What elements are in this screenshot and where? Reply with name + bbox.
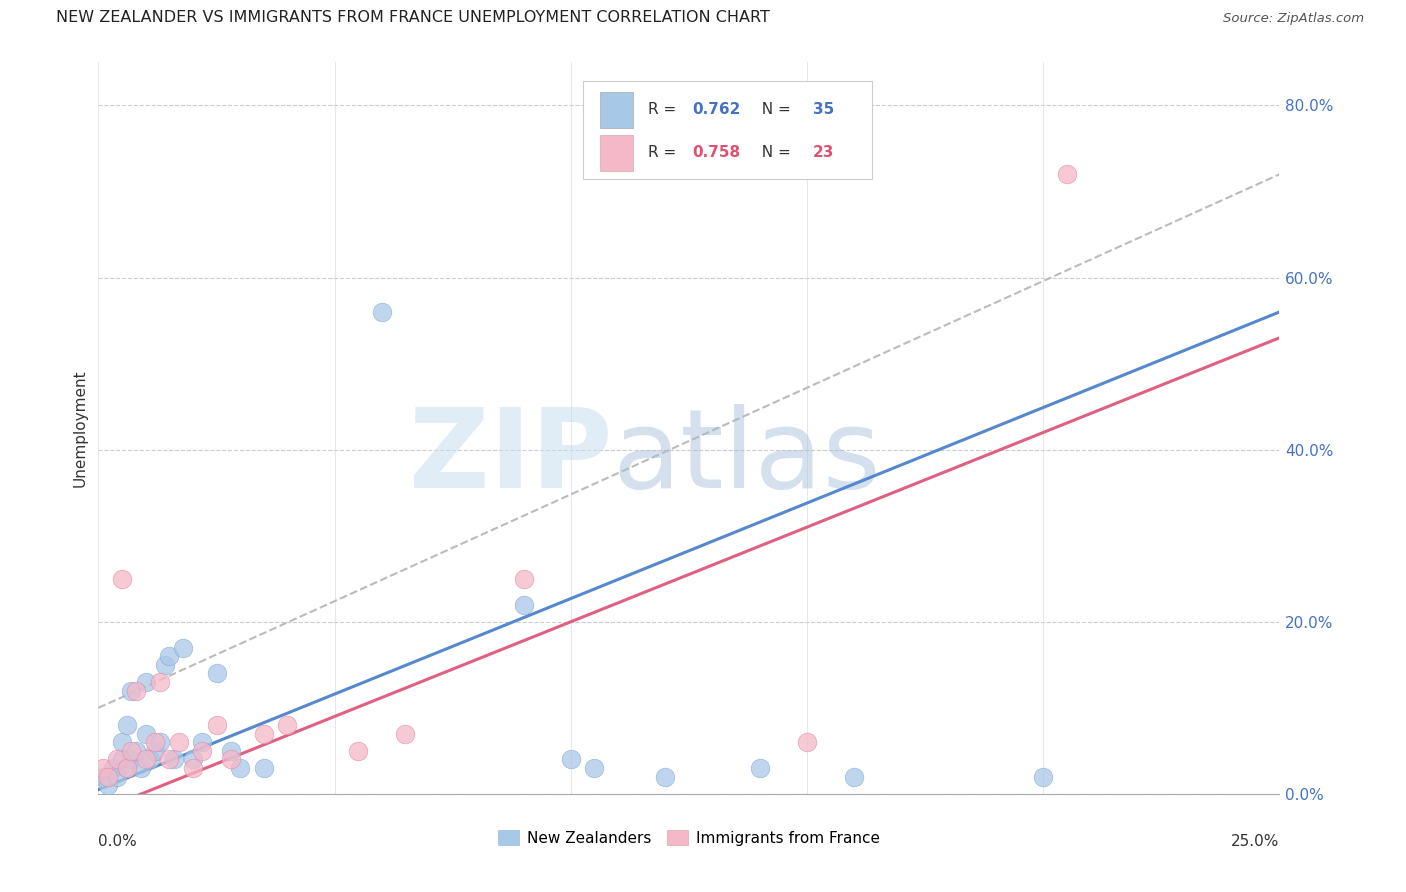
Point [115,761,138,775]
Point [105,752,128,766]
Point [583,761,606,775]
Point [512,598,534,612]
Point [105,770,128,784]
Point [844,770,866,784]
Point [163,752,186,766]
Point [205,718,228,732]
Point [1032,770,1054,784]
Point [205,666,228,681]
Point [143,735,166,749]
FancyBboxPatch shape [600,136,634,170]
Point [135,675,157,690]
Text: 23: 23 [813,145,834,161]
Legend: New Zealanders, Immigrants from France: New Zealanders, Immigrants from France [492,824,886,852]
Point [125,744,148,758]
Point [97,778,120,792]
Text: 35: 35 [813,103,834,118]
Point [191,735,214,749]
Point [229,761,252,775]
Point [347,744,370,758]
Point [135,752,157,766]
Point [153,657,176,672]
Point [167,735,190,749]
Point [253,761,276,775]
FancyBboxPatch shape [582,81,872,179]
Point [149,675,172,690]
Point [560,752,582,766]
Point [135,726,157,740]
Point [111,735,134,749]
Text: ZIP: ZIP [409,404,612,511]
Point [654,770,676,784]
Text: 0.758: 0.758 [693,145,741,161]
Point [97,770,120,784]
Point [219,752,242,766]
Point [101,761,124,775]
Point [111,572,134,586]
Point [371,305,394,319]
Point [1056,167,1078,181]
Point [512,572,534,586]
Point [172,640,194,655]
Point [129,761,152,775]
Point [149,735,172,749]
Point [139,752,162,766]
Point [121,752,143,766]
Point [91,770,114,784]
Text: 0.762: 0.762 [693,103,741,118]
Point [796,735,818,749]
Point [143,744,166,758]
Text: atlas: atlas [612,404,880,511]
Point [748,761,770,775]
Text: N =: N = [752,145,796,161]
Text: NEW ZEALANDER VS IMMIGRANTS FROM FRANCE UNEMPLOYMENT CORRELATION CHART: NEW ZEALANDER VS IMMIGRANTS FROM FRANCE … [56,11,770,25]
Point [219,744,242,758]
Point [111,752,134,766]
Point [121,683,143,698]
Point [181,752,204,766]
Text: N =: N = [752,103,796,118]
Text: Source: ZipAtlas.com: Source: ZipAtlas.com [1223,12,1364,25]
Point [157,649,180,664]
Point [125,683,148,698]
Point [276,718,298,732]
Point [115,761,138,775]
Point [394,726,416,740]
Point [115,718,138,732]
Point [253,726,276,740]
Point [157,752,180,766]
FancyBboxPatch shape [600,93,634,128]
Text: 0.0%: 0.0% [98,834,138,849]
Text: R =: R = [648,103,681,118]
Text: R =: R = [648,145,681,161]
Text: 25.0%: 25.0% [1232,834,1279,849]
Y-axis label: Unemployment: Unemployment [72,369,87,487]
Point [91,761,114,775]
Point [121,744,143,758]
Point [191,744,214,758]
Point [181,761,204,775]
